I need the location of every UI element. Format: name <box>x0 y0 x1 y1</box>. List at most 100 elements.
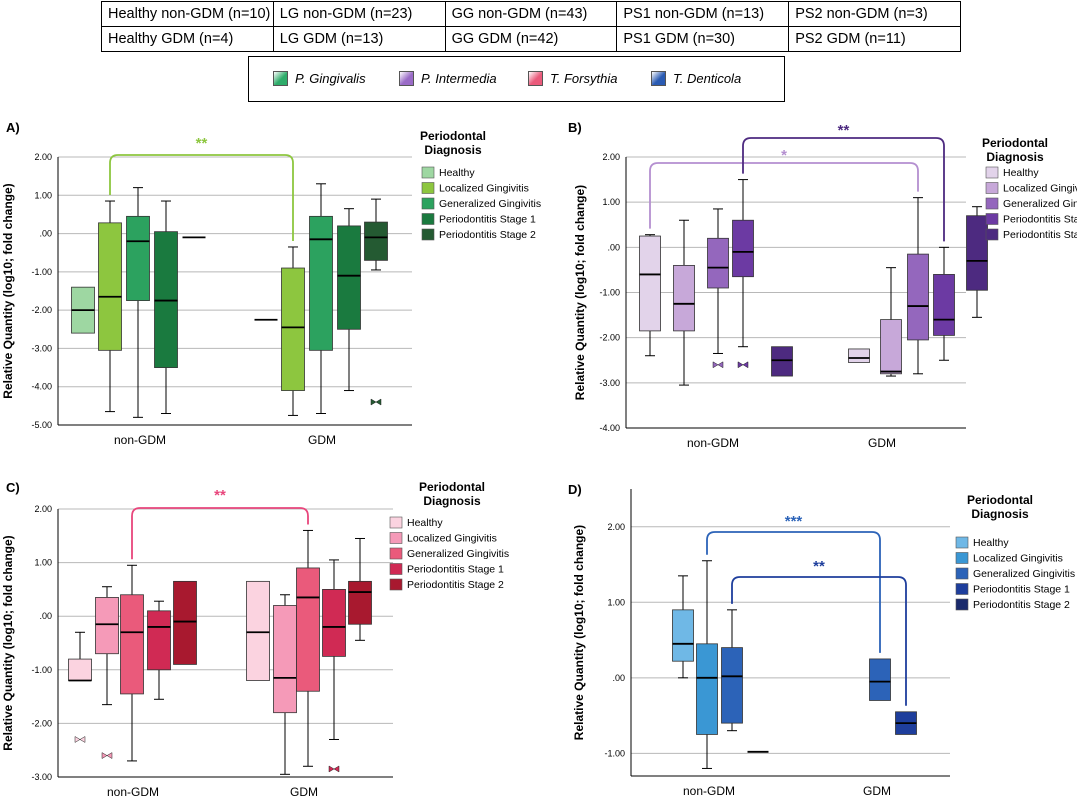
box <box>126 215 150 301</box>
legend-swatch <box>421 197 435 210</box>
y-tick-label: -1.00 <box>599 288 620 298</box>
species-name: T. Denticola <box>673 71 742 86</box>
legend-label: Localized Gingivitis <box>407 533 497 545</box>
y-tick-label: -5.00 <box>31 420 52 430</box>
box <box>721 647 743 724</box>
chart-panel-3: C) 2.00 1.00 .00 -1.00 -2.00 -3.00 Relative Qua… <box>1 480 509 799</box>
significance-label: * <box>781 147 787 164</box>
legend-title: Periodontal <box>419 480 485 494</box>
chart-panel-4: D) 2.00 1.00 .00 -1.00 Relative Quantity (log… <box>568 482 1075 798</box>
significance-bracket <box>131 507 309 560</box>
y-tick-label: 1.00 <box>34 558 52 568</box>
y-tick-label: -2.00 <box>31 305 52 315</box>
box <box>281 267 305 391</box>
legend-label: Periodontitis Stage 2 <box>1003 229 1077 241</box>
outlier-marker <box>712 361 724 369</box>
y-tick-label: -2.00 <box>599 333 620 343</box>
box <box>771 346 793 377</box>
box <box>672 609 694 662</box>
legend-label: Healthy <box>1003 167 1039 179</box>
significance-label: ** <box>813 558 825 575</box>
box <box>880 319 902 375</box>
outlier-marker <box>328 765 340 773</box>
legend-swatch <box>421 213 435 225</box>
legend-swatch <box>955 598 969 611</box>
box <box>309 215 333 351</box>
box <box>933 274 955 336</box>
species-name: T. Forsythia <box>550 71 618 86</box>
legend-swatch <box>985 228 999 241</box>
outlier-marker <box>370 398 382 406</box>
legend-swatch <box>985 213 999 225</box>
significance-bracket <box>706 531 881 653</box>
box <box>296 567 320 692</box>
legend-label: Localized Gingivitis <box>1003 183 1077 195</box>
y-tick-label: -1.00 <box>31 267 52 277</box>
table-cell: PS1 GDM (n=30) <box>616 26 790 52</box>
box <box>966 215 988 291</box>
outlier-marker <box>101 752 113 760</box>
box <box>364 221 388 261</box>
significance-bracket <box>109 154 294 241</box>
legend-label: Localized Gingivitis <box>439 183 529 195</box>
table-cell: PS2 non-GDM (n=3) <box>788 1 961 27</box>
legend-label: Generalized Gingivitis <box>407 548 509 560</box>
box <box>707 237 729 289</box>
box <box>869 658 891 701</box>
table-cell: LG non-GDM (n=23) <box>272 1 446 27</box>
legend-swatch <box>528 71 543 86</box>
y-tick-label: 1.00 <box>602 197 620 207</box>
x-category-label: non-GDM <box>683 784 735 798</box>
legend-label: Periodontitis Stage 1 <box>973 584 1070 596</box>
legend-swatch <box>421 166 435 179</box>
box <box>696 643 718 735</box>
legend-title: Diagnosis <box>423 494 481 508</box>
legend-swatch <box>389 516 403 529</box>
y-tick-label: -3.00 <box>599 378 620 388</box>
significance-bracket <box>731 576 907 706</box>
legend-swatch <box>273 71 288 86</box>
table-cell: LG GDM (n=13) <box>272 26 446 52</box>
legend-swatch <box>985 182 999 194</box>
group-size-table: Healthy non-GDM (n=10) LG non-GDM (n=23)… <box>101 1 961 52</box>
x-category-label: GDM <box>868 436 896 450</box>
x-category-label: GDM <box>308 433 336 447</box>
y-tick-label: 2.00 <box>607 522 625 532</box>
legend-title: Diagnosis <box>971 507 1029 521</box>
panel-label: A) <box>6 120 20 135</box>
panel-label: C) <box>6 480 20 495</box>
y-tick-label: -1.00 <box>604 748 625 758</box>
table-cell: PS2 GDM (n=11) <box>788 26 961 52</box>
box <box>147 610 171 671</box>
y-tick-label: -2.00 <box>31 718 52 728</box>
legend-label: Healthy <box>407 517 443 529</box>
legend-label: Periodontitis Stage 1 <box>407 564 504 576</box>
y-axis-label: Relative Quantity (log10; fold change) <box>573 185 587 400</box>
legend-swatch <box>389 532 403 544</box>
box <box>95 597 119 655</box>
legend-label: Healthy <box>439 167 475 179</box>
box <box>173 580 197 665</box>
y-axis-label: Relative Quantity (log10; fold change) <box>1 183 15 398</box>
y-axis-label: Relative Quantity (log10; fold change) <box>1 535 15 750</box>
legend-title: Diagnosis <box>424 143 482 157</box>
y-tick-label: -4.00 <box>31 382 52 392</box>
significance-label: ** <box>196 135 208 152</box>
legend-label: Generalized Gingivitis <box>439 198 541 210</box>
box <box>68 658 92 681</box>
significance-label: ** <box>838 122 850 139</box>
y-tick-label: .00 <box>607 242 620 252</box>
y-tick-label: .00 <box>39 229 52 239</box>
table-cell: Healthy GDM (n=4) <box>101 26 274 52</box>
legend-swatch <box>651 71 666 86</box>
species-name: P. Intermedia <box>421 71 497 86</box>
y-tick-label: 1.00 <box>34 190 52 200</box>
y-tick-label: 2.00 <box>602 152 620 162</box>
legend-label: Localized Gingivitis <box>973 553 1063 565</box>
legend-swatch <box>955 552 969 564</box>
legend-label: Periodontitis Stage 1 <box>1003 214 1077 226</box>
outlier-marker <box>74 736 86 743</box>
box <box>322 589 346 657</box>
legend-swatch <box>985 166 999 179</box>
